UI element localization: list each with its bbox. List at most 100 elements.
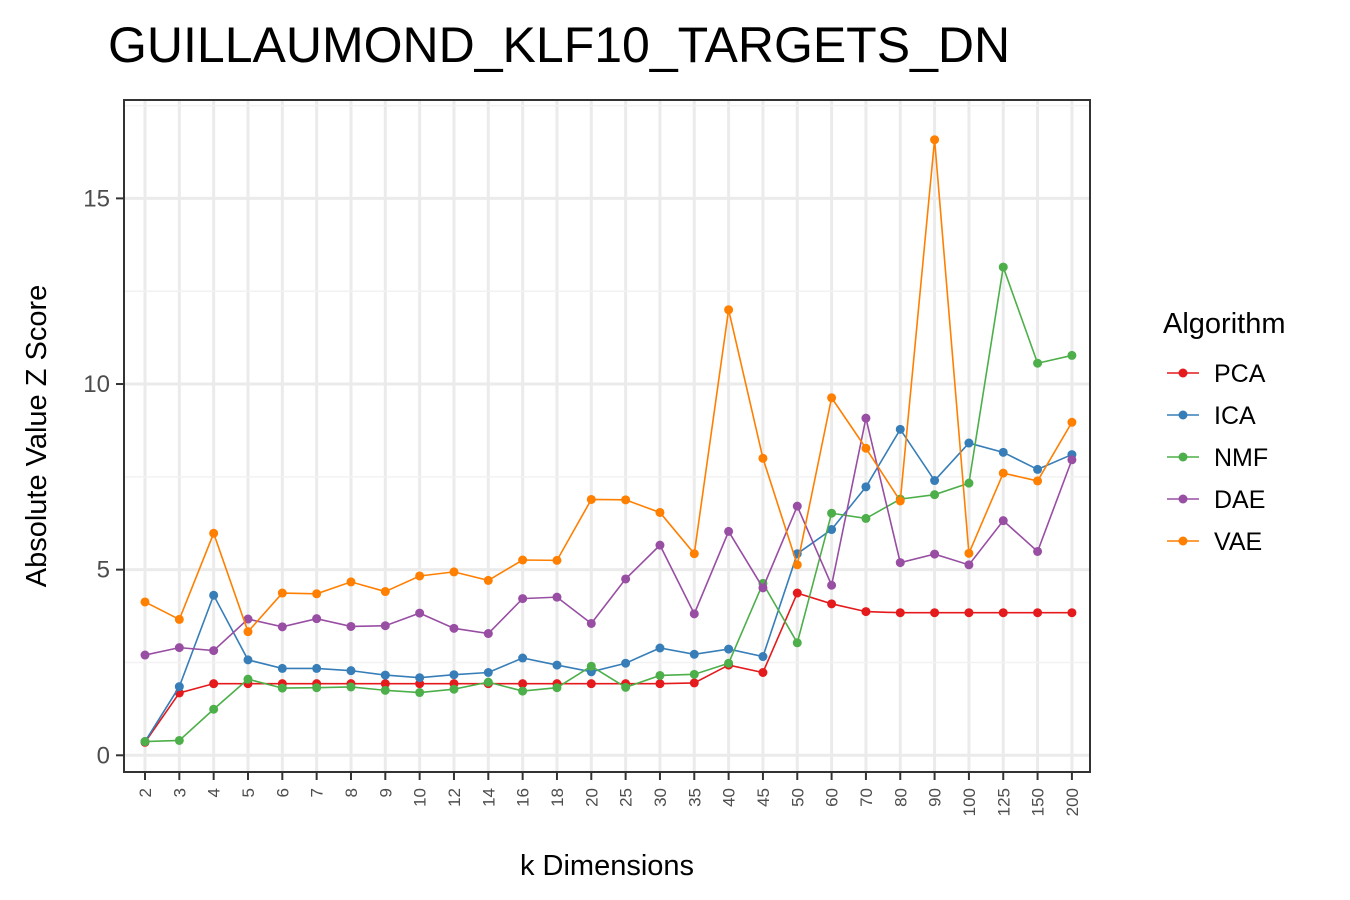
legend-key-point xyxy=(1178,494,1188,504)
data-point xyxy=(1033,546,1043,556)
data-point xyxy=(346,621,356,631)
data-point xyxy=(415,673,425,683)
data-point xyxy=(140,737,150,747)
data-point xyxy=(243,627,253,637)
legend-item-dae: DAE xyxy=(1167,486,1265,514)
x-tick-label: 150 xyxy=(1029,788,1048,816)
legend: Algorithm PCA ICA NMF DAE VAE xyxy=(1163,308,1286,556)
data-point xyxy=(724,658,734,668)
data-point xyxy=(689,649,699,659)
series-vae xyxy=(140,135,1077,637)
x-tick-label: 8 xyxy=(342,788,361,797)
x-tick-label: 80 xyxy=(891,788,910,807)
legend-key-point xyxy=(1178,368,1188,378)
x-tick-label: 90 xyxy=(926,788,945,807)
data-point xyxy=(277,683,287,693)
x-tick-label: 4 xyxy=(205,788,224,797)
x-axis-title: k Dimensions xyxy=(520,850,694,882)
data-point xyxy=(209,590,219,600)
data-point xyxy=(346,682,356,692)
y-axis: 0 5 10 15 xyxy=(83,185,124,769)
data-point xyxy=(655,679,665,689)
legend-label: PCA xyxy=(1214,360,1266,388)
x-tick-label: 18 xyxy=(548,788,567,807)
legend-key-point xyxy=(1178,410,1188,420)
legend-key-point xyxy=(1178,536,1188,546)
data-point xyxy=(758,453,768,463)
data-point xyxy=(483,629,493,639)
data-point xyxy=(930,135,940,145)
legend-key-point xyxy=(1178,452,1188,462)
x-tick-label: 6 xyxy=(273,788,292,797)
data-point xyxy=(998,516,1008,526)
data-point xyxy=(689,609,699,619)
series-nmf xyxy=(140,262,1077,747)
data-point xyxy=(140,650,150,660)
data-point xyxy=(586,661,596,671)
data-point xyxy=(346,577,356,587)
data-point xyxy=(380,685,390,695)
data-point xyxy=(998,608,1008,618)
data-point xyxy=(621,574,631,584)
data-point xyxy=(483,677,493,687)
data-point xyxy=(827,580,837,590)
x-tick-label: 9 xyxy=(376,788,395,797)
x-axis: 2 3 4 5 6 7 8 9 10 12 14 16 18 20 25 30 35 40 45 50 60 70 80 90… xyxy=(136,772,1082,816)
x-tick-label: 70 xyxy=(857,788,876,807)
x-tick-label: 200 xyxy=(1063,788,1082,816)
x-tick-label: 12 xyxy=(445,788,464,807)
data-point xyxy=(724,644,734,654)
data-point xyxy=(518,555,528,565)
data-point xyxy=(586,618,596,628)
data-point xyxy=(518,686,528,696)
data-point xyxy=(827,393,837,403)
legend-item-vae: VAE xyxy=(1167,528,1262,556)
data-point xyxy=(930,608,940,618)
data-point xyxy=(930,549,940,559)
series-layer xyxy=(140,135,1077,747)
data-point xyxy=(415,571,425,581)
legend-item-nmf: NMF xyxy=(1167,444,1268,472)
data-point xyxy=(483,667,493,677)
legend-label: NMF xyxy=(1214,444,1268,472)
series-line xyxy=(144,427,1073,742)
y-tick-label: 0 xyxy=(97,742,110,769)
data-point xyxy=(964,438,974,448)
series-line xyxy=(144,266,1073,743)
data-point xyxy=(518,653,528,663)
data-point xyxy=(209,679,219,689)
series-line xyxy=(144,139,1073,634)
data-point xyxy=(964,548,974,558)
data-point xyxy=(312,663,322,673)
x-tick-label: 7 xyxy=(308,788,327,797)
data-point xyxy=(415,608,425,618)
data-point xyxy=(518,679,528,689)
x-tick-label: 2 xyxy=(136,788,155,797)
data-point xyxy=(998,468,1008,478)
data-point xyxy=(312,683,322,693)
data-point xyxy=(552,660,562,670)
data-point xyxy=(209,646,219,656)
data-point xyxy=(277,588,287,598)
data-point xyxy=(930,490,940,500)
data-point xyxy=(1033,476,1043,486)
data-point xyxy=(689,669,699,679)
data-point xyxy=(380,587,390,597)
y-tick-label: 5 xyxy=(97,557,110,584)
data-point xyxy=(621,495,631,505)
data-point xyxy=(415,688,425,698)
y-tick-label: 15 xyxy=(83,185,110,212)
data-point xyxy=(243,674,253,684)
data-point xyxy=(792,638,802,648)
data-point xyxy=(552,683,562,693)
series-line xyxy=(144,417,1073,656)
chart-title: GUILLAUMOND_KLF10_TARGETS_DN xyxy=(108,17,1010,73)
x-tick-label: 3 xyxy=(170,788,189,797)
data-point xyxy=(655,540,665,550)
series-ica xyxy=(140,424,1077,747)
data-point xyxy=(621,658,631,668)
x-tick-label: 5 xyxy=(239,788,258,797)
y-axis-title: Absolute Value Z Score xyxy=(21,285,53,588)
data-point xyxy=(346,666,356,676)
